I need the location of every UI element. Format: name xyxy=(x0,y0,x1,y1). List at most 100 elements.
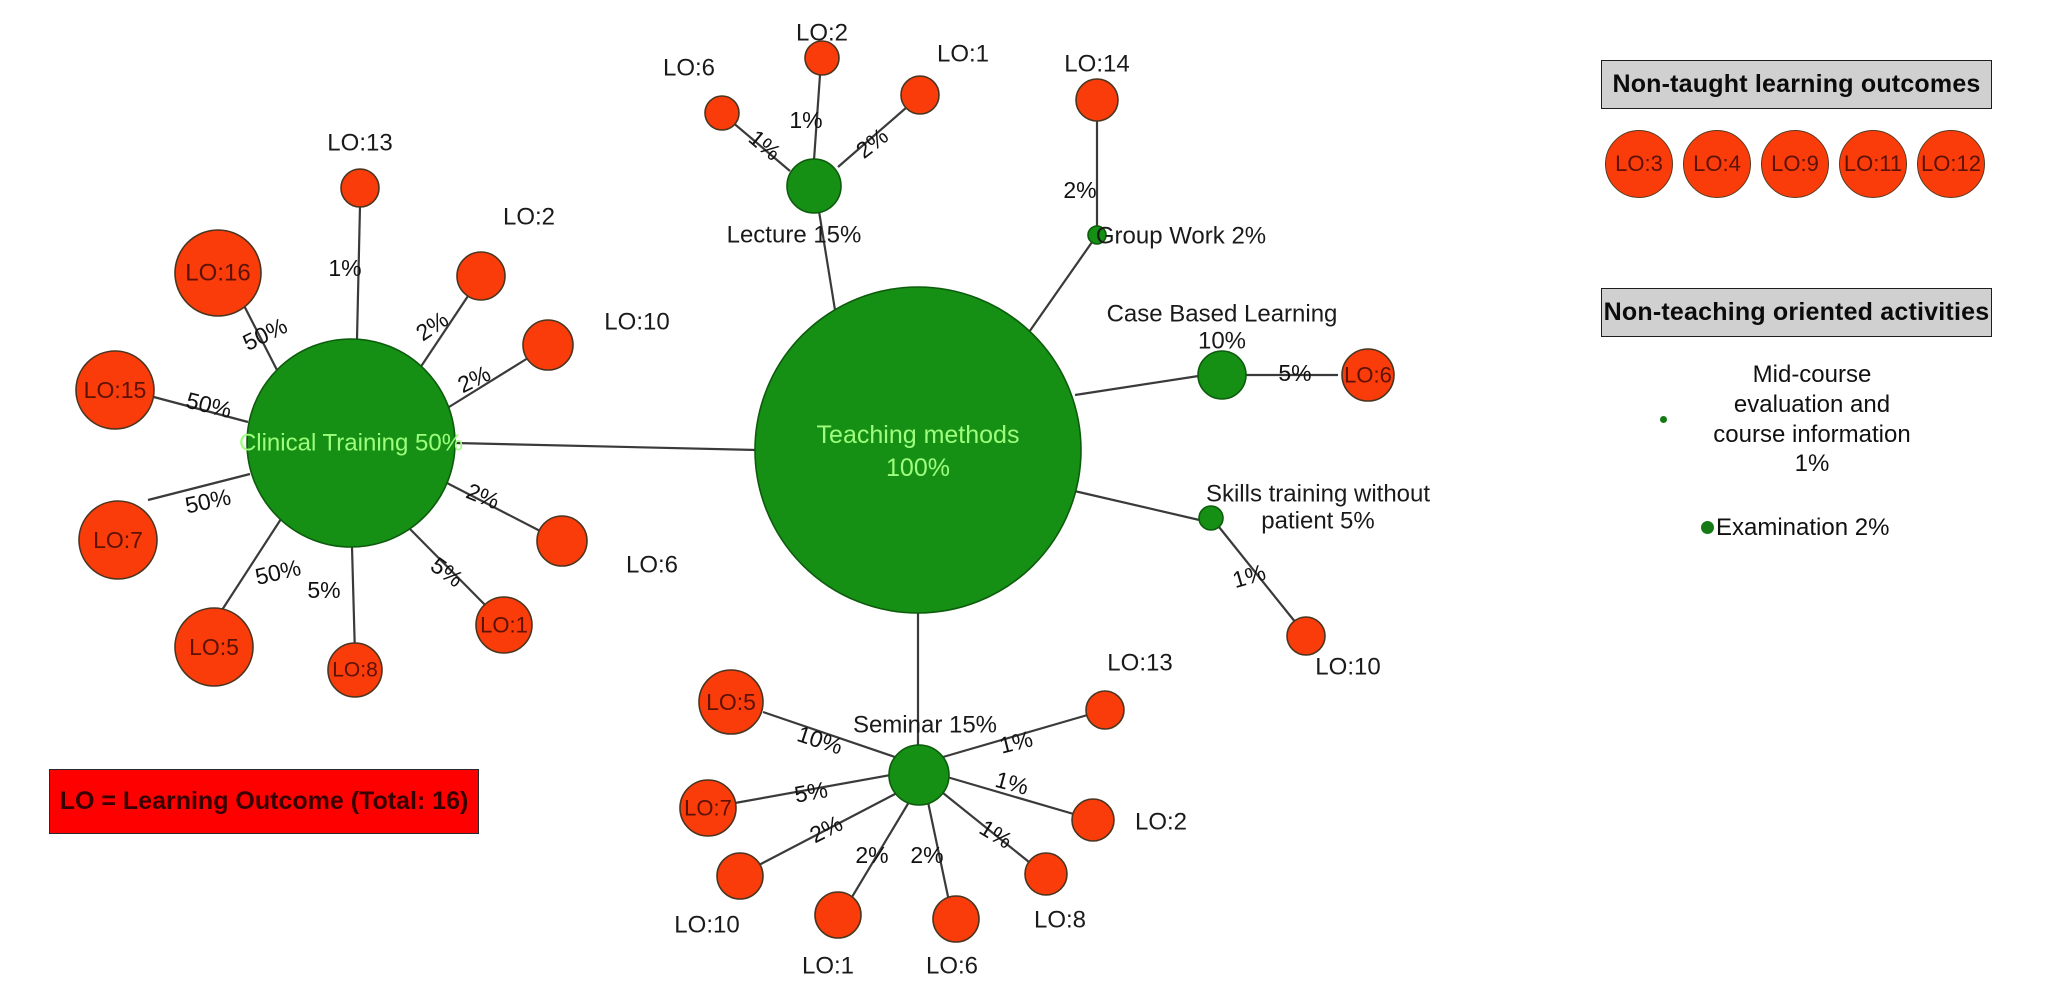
node-clinical-training[interactable]: Clinical Training 50% xyxy=(239,338,463,548)
clinical-leaf-lo6[interactable]: LO:6 2% xyxy=(463,478,678,579)
lecture-leaf-lo6[interactable]: LO:6 1% xyxy=(663,55,786,166)
green-dot-icon xyxy=(1660,416,1667,423)
non-taught-chip-row: LO:3 LO:4 LO:9 LO:11 LO:12 xyxy=(1605,130,1985,198)
skills-leaf-lo10[interactable]: LO:10 1% xyxy=(1229,559,1380,681)
edge-seminar-lo10 xyxy=(756,792,898,867)
node-skills-training[interactable]: Skills training without patient 5% xyxy=(1198,481,1430,535)
edge-pct: 2% xyxy=(411,306,453,346)
node-seminar[interactable]: Seminar 15% xyxy=(853,712,997,806)
node-lecture[interactable]: Lecture 15% xyxy=(727,158,862,249)
edge-pct: 2% xyxy=(453,360,494,398)
clinical-leaf-lo2[interactable]: LO:2 2% xyxy=(411,204,555,347)
non-taught-chip-lo3[interactable]: LO:3 xyxy=(1605,130,1673,198)
edge-seminar-lo6 xyxy=(926,801,952,907)
edge-pct: 2% xyxy=(851,123,893,164)
edge-lecture-lo2 xyxy=(812,74,822,161)
edge-clinical-lo2 xyxy=(419,289,473,369)
lo-label: LO:6 xyxy=(1344,363,1392,388)
groupwork-leaf-lo14[interactable]: LO:14 2% xyxy=(1063,51,1129,204)
lo-label: LO:13 xyxy=(327,130,392,157)
edge-pct: 5% xyxy=(426,552,468,593)
clinical-edges xyxy=(147,205,545,656)
non-taught-chip-lo4[interactable]: LO:4 xyxy=(1683,130,1751,198)
green-dot-icon xyxy=(1701,521,1714,535)
teaching-methods-label: Teaching methods xyxy=(817,421,1020,449)
edge-root-cbl xyxy=(1074,373,1206,397)
clinical-leaf-lo10[interactable]: LO:10 2% xyxy=(453,309,669,398)
seminar-leaf-lo13[interactable]: LO:13 1% xyxy=(997,650,1173,759)
edge-seminar-lo1 xyxy=(848,801,910,903)
lo-label: LO:10 xyxy=(674,912,739,939)
lecture-leaf-lo1[interactable]: LO:1 2% xyxy=(851,41,989,164)
edge-seminar-lo13 xyxy=(942,712,1092,759)
edge-clinical-lo6 xyxy=(446,482,545,534)
clinical-leaf-lo5[interactable]: LO:5 50% xyxy=(174,554,303,687)
cbl-label: Case Based Learning xyxy=(1107,301,1338,328)
edge-root-skills xyxy=(1069,488,1209,524)
activity-examination[interactable]: Examination 2% xyxy=(1701,513,1889,543)
edge-pct: 1% xyxy=(993,766,1032,800)
node-teaching-methods[interactable]: Teaching methods 100% xyxy=(754,286,1082,614)
edge-pct: 50% xyxy=(184,387,235,423)
clinical-leaf-lo16[interactable]: LO:16 50% xyxy=(174,229,292,356)
edge-seminar-lo7 xyxy=(734,773,892,805)
edge-pct: 5% xyxy=(307,577,340,603)
node-case-based-learning[interactable]: Case Based Learning 10% xyxy=(1107,301,1338,400)
lo-label: LO:13 xyxy=(1107,650,1172,677)
clinical-leaf-lo8[interactable]: LO:8 5% xyxy=(307,577,383,698)
seminar-leaf-lo6[interactable]: LO:6 2% xyxy=(910,842,980,980)
non-taught-panel-header: Non-taught learning outcomes xyxy=(1601,60,1992,109)
seminar-leaf-lo1[interactable]: LO:1 2% xyxy=(802,842,889,980)
lo-label: LO:14 xyxy=(1064,51,1129,78)
cbl-leaf-lo6[interactable]: LO:6 5% xyxy=(1278,348,1395,402)
activity-midcourse-evaluation[interactable]: Mid-course evaluation and course informa… xyxy=(1660,360,1980,479)
lecture-label: Lecture 15% xyxy=(727,222,862,249)
non-taught-chip-lo12[interactable]: LO:12 xyxy=(1917,130,1985,198)
lo-label: LO:5 xyxy=(189,634,239,660)
lo-label: LO:2 xyxy=(503,204,555,231)
seminar-leaf-lo2[interactable]: LO:2 1% xyxy=(993,766,1187,842)
edge-pct: 5% xyxy=(792,776,829,807)
clinical-leaf-lo13[interactable]: LO:13 1% xyxy=(327,130,392,282)
node-group-work[interactable]: Group Work 2% xyxy=(1087,223,1266,250)
lecture-leaf-lo2[interactable]: LO:2 1% xyxy=(789,20,848,134)
clinical-leaf-lo15[interactable]: LO:15 50% xyxy=(75,350,235,430)
lo-label: LO:16 xyxy=(185,260,250,287)
edge-pct: 50% xyxy=(239,312,292,356)
lo-label: LO:7 xyxy=(684,796,732,821)
legend-learning-outcome: LO = Learning Outcome (Total: 16) xyxy=(49,769,479,834)
edge-skills-lo10 xyxy=(1218,526,1297,624)
edge-pct: 1% xyxy=(997,725,1036,758)
edge-clinical-lo8 xyxy=(350,546,357,656)
non-teaching-panel-header: Non-teaching oriented activities xyxy=(1601,288,1992,337)
clinical-leaf-lo1[interactable]: LO:1 5% xyxy=(426,552,533,654)
edge-lecture-lo1 xyxy=(837,106,908,168)
non-taught-chip-lo9[interactable]: LO:9 xyxy=(1761,130,1829,198)
seminar-leaf-lo8[interactable]: LO:8 1% xyxy=(975,814,1086,933)
seminar-label: Seminar 15% xyxy=(853,712,997,739)
edge-clinical-lo15 xyxy=(149,394,249,424)
lo-label: LO:1 xyxy=(937,41,989,68)
lo-label: LO:6 xyxy=(926,953,978,980)
edge-pct: 1% xyxy=(789,107,822,133)
teaching-methods-value: 100% xyxy=(886,454,950,482)
edge-pct: 10% xyxy=(794,721,846,760)
edge-seminar-lo5 xyxy=(762,710,896,759)
lecture-edges xyxy=(730,74,908,172)
clinical-training-label: Clinical Training 50% xyxy=(239,430,463,457)
leaf-method-edges xyxy=(1095,118,1338,624)
edge-root-clinical xyxy=(454,441,758,452)
root-edges xyxy=(454,204,1209,745)
lo-label: LO:5 xyxy=(706,689,756,715)
clinical-leaf-lo7[interactable]: LO:7 50% xyxy=(78,483,233,580)
edge-pct: 1% xyxy=(328,255,361,281)
group-work-label: Group Work 2% xyxy=(1096,223,1266,250)
edge-pct: 2% xyxy=(910,842,943,868)
seminar-leaf-lo7[interactable]: LO:7 5% xyxy=(679,776,830,837)
non-taught-chip-lo11[interactable]: LO:11 xyxy=(1839,130,1907,198)
skills-value: patient 5% xyxy=(1261,508,1374,535)
edge-clinical-lo10 xyxy=(448,357,529,408)
edge-pct: 1% xyxy=(744,124,786,165)
